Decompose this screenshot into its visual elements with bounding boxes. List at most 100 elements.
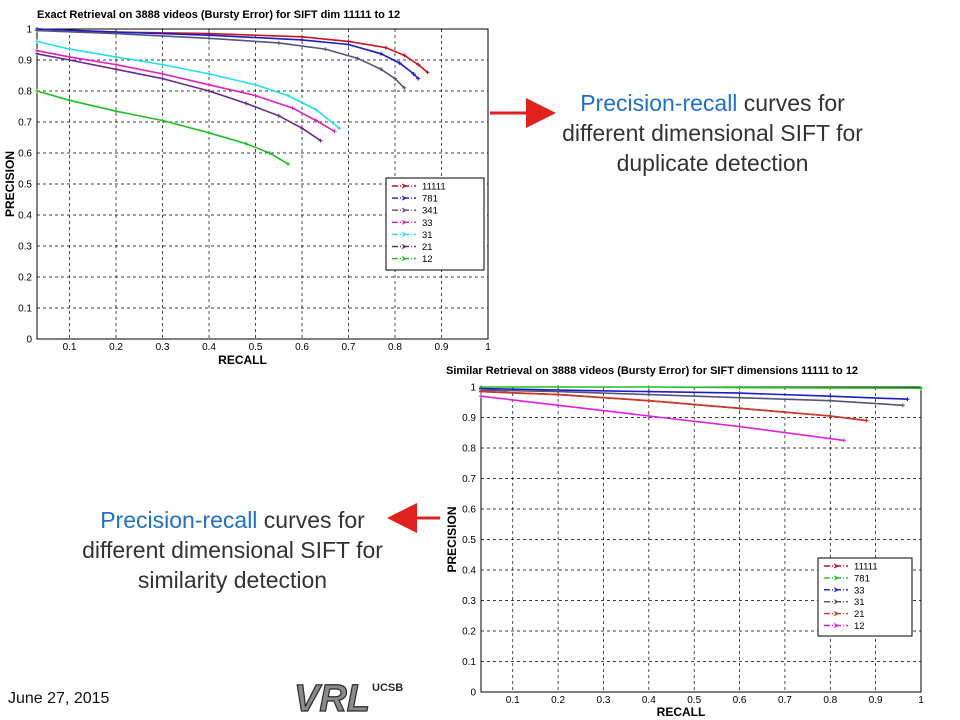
legend-label-31: 31: [854, 597, 865, 608]
x-tick-label: 0.8: [823, 695, 837, 706]
series-point-21: [160, 76, 165, 81]
y-tick-label: 0.3: [462, 596, 476, 607]
series-point-31: [900, 403, 905, 408]
y-tick-label: 0.9: [462, 413, 476, 424]
y-tick-label: 0.7: [462, 474, 476, 485]
series-point-341: [276, 40, 281, 45]
x-axis-label: RECALL: [218, 353, 267, 367]
series-line-21: [480, 390, 867, 422]
legend-marker-31: [833, 599, 840, 605]
series-point-31: [114, 54, 119, 59]
legend-marker-781: [401, 195, 408, 201]
logo-text: VRL: [294, 678, 370, 717]
series-point-12: [267, 151, 272, 155]
caption-duplicate-detection: Precision-recall curves for different di…: [525, 88, 900, 178]
series-point-12: [160, 118, 165, 123]
x-tick-label: 0.5: [249, 342, 263, 353]
series-point-31: [337, 126, 342, 131]
x-tick-label: 0.5: [687, 695, 701, 706]
y-axis-label: PRECISION: [3, 151, 17, 217]
series-point-12: [35, 89, 39, 93]
y-tick-label: 0: [470, 688, 476, 699]
series-point-12: [479, 394, 483, 399]
caption-top-line2: different dimensional SIFT for: [562, 120, 863, 146]
series-point-33: [737, 391, 742, 396]
y-tick-label: 0: [26, 335, 32, 346]
y-tick-label: 0.4: [18, 211, 32, 222]
legend-marker-33: [401, 219, 408, 225]
series-point-33: [290, 106, 295, 111]
legend-box: [817, 557, 913, 637]
series-point-31: [313, 107, 318, 112]
caption-bottom-line3: similarity detection: [137, 567, 328, 593]
series-point-21: [114, 67, 119, 72]
series-point-12: [67, 98, 72, 103]
legend-marker-21: [401, 244, 408, 249]
series-point-781: [646, 385, 651, 389]
series-point-781: [379, 51, 384, 56]
series-point-33: [207, 82, 212, 87]
series-point-781: [346, 42, 351, 47]
series-point-31: [828, 398, 833, 403]
y-tick-label: 0.1: [18, 304, 32, 315]
y-tick-label: 0.9: [18, 56, 32, 67]
y-tick-label: 0.5: [462, 535, 476, 546]
chart-title: Similar Retrieval on 3888 videos (Bursty…: [446, 365, 858, 377]
caption-bottom-line1: curves for: [257, 507, 365, 533]
x-tick-label: 0.7: [778, 695, 792, 706]
series-point-781: [416, 76, 421, 81]
series-point-31: [35, 39, 39, 44]
series-point-21: [646, 398, 651, 403]
y-tick-label: 0.5: [18, 180, 32, 191]
series-point-21: [244, 101, 249, 106]
series-point-31: [286, 93, 291, 98]
legend-label-781: 781: [854, 573, 870, 584]
series-point-781: [300, 37, 305, 42]
series-point-12: [114, 109, 119, 114]
slide-date: June 27, 2015: [8, 690, 110, 707]
chart-exact-retrieval: Exact Retrieval on 3888 videos (Bursty E…: [3, 9, 491, 367]
x-tick-label: 0.1: [506, 695, 520, 706]
x-tick-label: 0.2: [109, 342, 123, 353]
series-point-31: [253, 82, 258, 87]
series-point-21: [300, 126, 305, 131]
x-tick-label: 0.3: [597, 695, 611, 706]
series-point-33: [905, 397, 910, 402]
x-tick-label: 0.3: [156, 342, 170, 353]
series-line-31: [480, 389, 903, 407]
series-point-21: [737, 406, 742, 411]
series-point-341: [207, 36, 212, 41]
x-tick-label: 0.6: [733, 695, 747, 706]
series-point-11111: [383, 45, 388, 50]
y-tick-label: 0.6: [462, 505, 476, 516]
series-point-341: [35, 28, 39, 33]
legend-label-12: 12: [422, 254, 433, 265]
x-tick-label: 0.8: [388, 342, 402, 353]
x-tick-label: 0.9: [869, 695, 883, 706]
x-tick-label: 0.2: [551, 695, 565, 706]
series-point-341: [355, 56, 360, 61]
caption-bottom-highlight: Precision-recall: [100, 507, 258, 533]
series-point-33: [313, 118, 318, 123]
series-point-21: [207, 89, 212, 93]
series-point-12: [737, 424, 742, 429]
legend-label-31: 31: [422, 230, 433, 241]
series-point-781: [411, 71, 416, 76]
x-tick-label: 0.7: [342, 342, 356, 353]
caption-similarity-detection: Precision-recall curves for different di…: [45, 505, 420, 595]
y-tick-label: 0.6: [18, 149, 32, 160]
x-tick-label: 0.6: [295, 342, 309, 353]
y-tick-label: 0.8: [18, 87, 32, 98]
legend-label-21: 21: [854, 609, 865, 620]
series-point-781: [919, 386, 923, 391]
series-point-341: [379, 67, 384, 72]
series-point-11111: [402, 53, 407, 58]
series-point-21: [479, 389, 483, 394]
y-tick-label: 0.2: [18, 273, 32, 284]
series-point-31: [207, 71, 212, 76]
series-point-33: [114, 62, 119, 67]
legend-marker-12: [401, 256, 408, 262]
legend-label-33: 33: [422, 218, 433, 229]
x-tick-label: 0.1: [63, 342, 77, 353]
